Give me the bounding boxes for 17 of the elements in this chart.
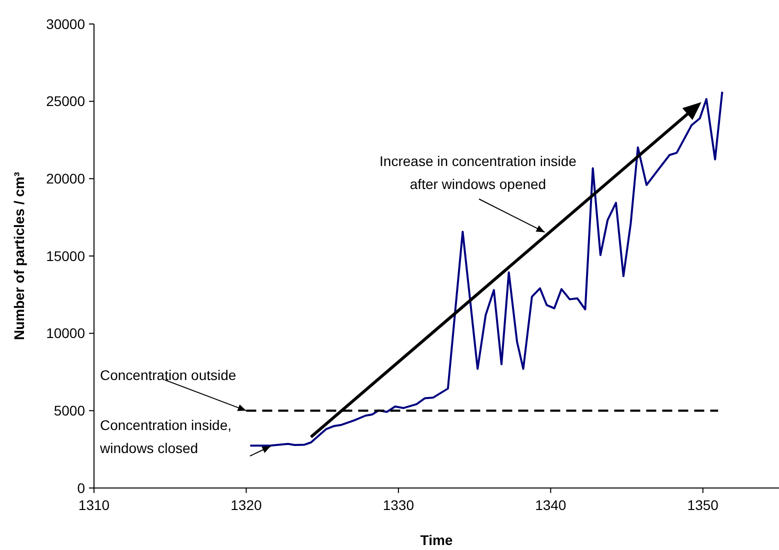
y-tick-label: 5000 — [54, 402, 86, 419]
x-tick-label: 1330 — [382, 497, 414, 513]
annotation: Concentration inside, windows closed — [99, 417, 232, 456]
y-tick-label: 20000 — [46, 170, 86, 187]
x-tick-label: 1310 — [78, 497, 110, 513]
y-tick-label: 10000 — [46, 325, 86, 342]
y-tick-label: 0 — [77, 480, 86, 496]
annotation: Increase in concentration inside after windows opened — [380, 153, 577, 192]
annotation: Concentration outside — [100, 367, 236, 383]
y-axis-title: Number of particles / cm³ — [11, 172, 27, 340]
x-tick-label: 1340 — [535, 497, 566, 513]
y-tick-label: 15000 — [46, 248, 86, 264]
y-tick-label: 25000 — [46, 93, 86, 110]
x-tick-label: 1320 — [230, 497, 262, 513]
x-tick-label: 1350 — [687, 497, 719, 513]
y-tick-label: 30000 — [46, 16, 86, 32]
x-axis-title: Time — [420, 532, 453, 548]
